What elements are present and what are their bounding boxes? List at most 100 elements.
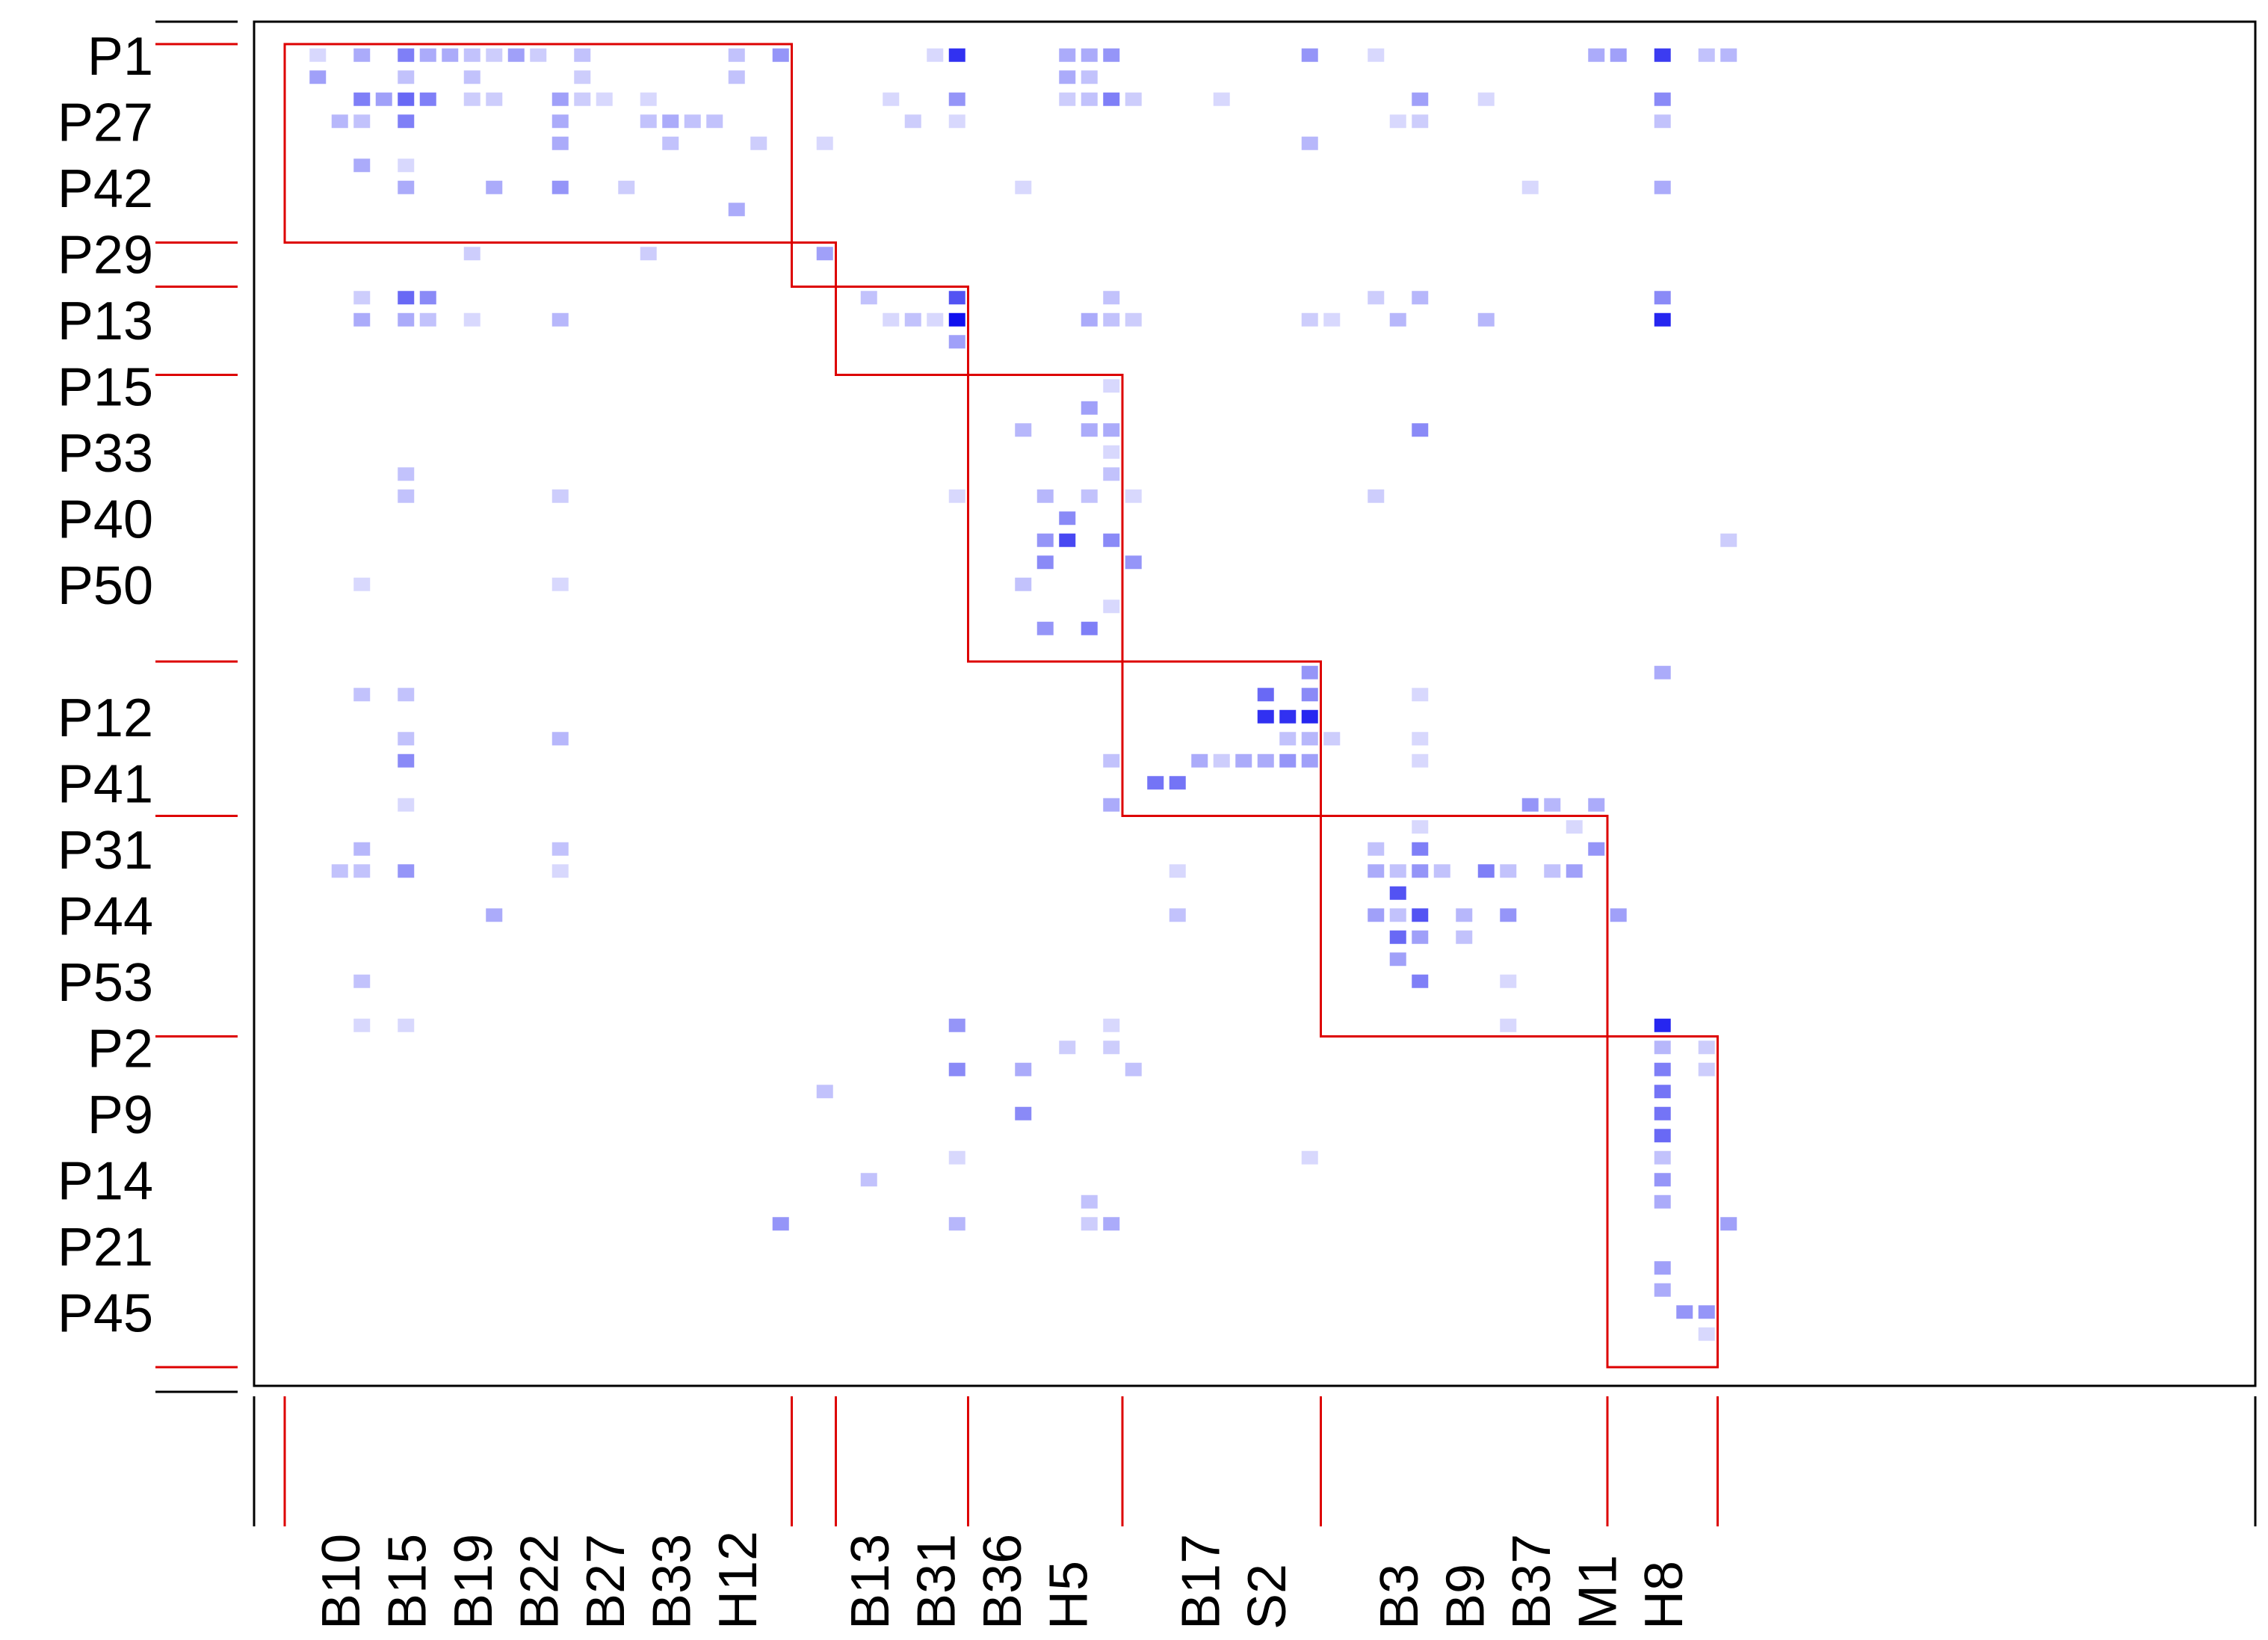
heatmap-cell: [1500, 908, 1517, 922]
heatmap-cell: [1059, 92, 1076, 106]
heatmap-cell: [1059, 533, 1076, 547]
col-tick-label: B27: [576, 1534, 636, 1630]
heatmap-cell: [1588, 798, 1605, 812]
heatmap-cell: [1301, 48, 1318, 62]
heatmap-cell: [1654, 1261, 1671, 1275]
heatmap-cell: [1301, 1150, 1318, 1165]
heatmap-cell: [1036, 533, 1054, 547]
heatmap-cell: [948, 1018, 965, 1032]
heatmap-cell: [1323, 312, 1341, 327]
row-tick-label: P12: [58, 688, 153, 748]
heatmap-cell: [1544, 798, 1561, 812]
heatmap-cell: [860, 1173, 877, 1187]
heatmap-cell: [309, 70, 327, 84]
heatmap-cell: [662, 114, 679, 129]
heatmap-cell: [1213, 753, 1230, 768]
heatmap-cell: [463, 70, 481, 84]
block-outline: [1606, 1035, 1719, 1369]
heatmap-cell: [1103, 291, 1120, 305]
heatmap-cell: [1544, 864, 1561, 878]
heatmap-cell: [1125, 312, 1142, 327]
heatmap-cell: [1036, 489, 1054, 503]
heatmap-cell: [551, 577, 569, 591]
col-tick-label: H12: [708, 1531, 768, 1630]
heatmap-cell: [551, 92, 569, 106]
row-tick-label: P15: [58, 357, 153, 417]
heatmap-cell: [1389, 114, 1406, 129]
heatmap-cell: [331, 864, 348, 878]
heatmap-cell: [927, 312, 944, 327]
heatmap-cell: [1654, 1283, 1671, 1297]
heatmap-cell: [948, 1062, 965, 1076]
heatmap-cell: [1389, 908, 1406, 922]
block-outline: [967, 374, 1124, 663]
heatmap-cell: [375, 92, 392, 106]
heatmap-cell: [1125, 489, 1142, 503]
heatmap-cell: [486, 92, 503, 106]
row-tick-label: P41: [58, 754, 153, 814]
heatmap-cell: [1654, 665, 1671, 679]
heatmap-cell: [1015, 423, 1032, 437]
col-tick-label: B3: [1370, 1564, 1430, 1630]
block-outline: [1320, 815, 1609, 1038]
heatmap-cell: [551, 842, 569, 856]
col-tick-label: B36: [973, 1534, 1033, 1630]
heatmap-cell: [706, 114, 723, 129]
heatmap-cell: [1279, 732, 1297, 746]
col-tick-label: B33: [642, 1534, 702, 1630]
heatmap-cell: [1081, 1217, 1098, 1231]
block-outlines: [283, 43, 1719, 1369]
heatmap-cell: [353, 92, 371, 106]
heatmap-cell: [463, 312, 481, 327]
heatmap-cell: [1147, 776, 1164, 790]
heatmap-cell: [1081, 489, 1098, 503]
heatmap-cell: [551, 864, 569, 878]
heatmap-cell: [1301, 709, 1318, 724]
row-tick-label: P50: [58, 556, 153, 616]
heatmap-cell: [1036, 555, 1054, 570]
heatmap-cell: [1257, 753, 1274, 768]
heatmap-cell: [1654, 1194, 1671, 1209]
heatmap-cell: [1103, 379, 1120, 393]
heatmap-cell: [1301, 665, 1318, 679]
heatmap-cell: [398, 753, 415, 768]
heatmap-cell: [1500, 864, 1517, 878]
heatmap-cell: [1257, 688, 1274, 702]
heatmap-cell: [442, 48, 459, 62]
heatmap-cell: [1301, 688, 1318, 702]
heatmap-cell: [1059, 511, 1076, 525]
heatmap-cell: [463, 48, 481, 62]
heatmap-cell: [1433, 864, 1450, 878]
col-tick-label: B37: [1502, 1534, 1562, 1630]
heatmap-cell: [1103, 423, 1120, 437]
heatmap-cell: [1654, 1173, 1671, 1187]
col-tick-labels: B10 B15 B19 B22 B27 B33 H12 B13 B31 B36 H5 B17 S2 B3 B…: [312, 1531, 1694, 1630]
row-tick-label: P1: [87, 27, 153, 87]
heatmap-cell: [1059, 70, 1076, 84]
heatmap-cell: [1654, 48, 1671, 62]
heatmap-cell: [398, 180, 415, 194]
col-tick-label: B15: [377, 1534, 437, 1630]
heatmap-cell: [1279, 753, 1297, 768]
heatmap-cell: [640, 92, 657, 106]
heatmap-cell: [1103, 798, 1120, 812]
heatmap-cell: [1521, 798, 1539, 812]
heatmap-cell: [1500, 974, 1517, 988]
heatmap-cell: [816, 136, 833, 150]
heatmap-cell: [574, 48, 591, 62]
heatmap-cell: [398, 732, 415, 746]
heatmap-cell: [1654, 1106, 1671, 1120]
heatmap-cell: [1323, 732, 1341, 746]
heatmap-cell: [1588, 48, 1605, 62]
col-tick-label: B22: [510, 1534, 569, 1630]
heatmap-cell: [1720, 48, 1737, 62]
row-tick-label: P2: [87, 1019, 153, 1079]
heatmap-cell: [551, 489, 569, 503]
heatmap-cell: [948, 312, 965, 327]
heatmap-cell: [551, 180, 569, 194]
block-outline: [1121, 660, 1322, 817]
heatmap-cell: [1676, 1305, 1693, 1319]
heatmap-cell: [1588, 842, 1605, 856]
heatmap-cell: [927, 48, 944, 62]
heatmap-cell: [398, 467, 415, 481]
